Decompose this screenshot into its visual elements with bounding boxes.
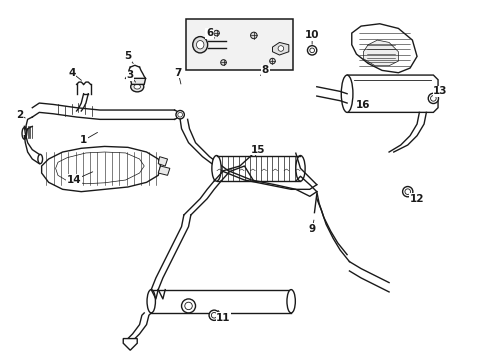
Ellipse shape [278,46,283,51]
Text: 3: 3 [126,70,134,80]
Ellipse shape [211,156,221,181]
Polygon shape [346,75,437,112]
Polygon shape [351,24,416,73]
Text: 12: 12 [409,194,424,204]
Ellipse shape [307,46,316,55]
Ellipse shape [176,111,184,119]
Ellipse shape [295,156,305,181]
Bar [186,19,293,71]
Text: 8: 8 [262,66,268,75]
Text: 11: 11 [216,312,230,323]
Ellipse shape [427,93,438,104]
Ellipse shape [269,58,275,64]
Ellipse shape [250,32,257,39]
Text: 7: 7 [174,68,182,78]
Text: 6: 6 [205,28,213,38]
Text: 4: 4 [68,68,76,78]
Ellipse shape [130,82,143,92]
Polygon shape [272,42,288,55]
Text: 14: 14 [67,175,81,185]
Ellipse shape [147,289,155,313]
Text: 16: 16 [355,100,370,111]
Text: 2: 2 [16,110,23,120]
Ellipse shape [341,75,352,112]
Polygon shape [363,40,398,66]
Ellipse shape [181,299,195,313]
Polygon shape [41,147,160,192]
Ellipse shape [209,310,219,320]
Polygon shape [158,157,167,166]
Polygon shape [130,78,145,84]
Text: 5: 5 [124,51,131,62]
Polygon shape [158,166,169,175]
Text: 9: 9 [308,224,315,234]
Text: 1: 1 [80,135,87,145]
Polygon shape [123,338,137,350]
Ellipse shape [220,60,226,65]
Ellipse shape [134,84,140,89]
Ellipse shape [213,30,219,36]
Ellipse shape [196,41,203,49]
Ellipse shape [192,37,207,53]
Ellipse shape [286,289,295,313]
Ellipse shape [402,186,412,197]
Text: 15: 15 [251,145,265,155]
Text: 10: 10 [304,31,319,40]
Text: 13: 13 [432,86,447,96]
